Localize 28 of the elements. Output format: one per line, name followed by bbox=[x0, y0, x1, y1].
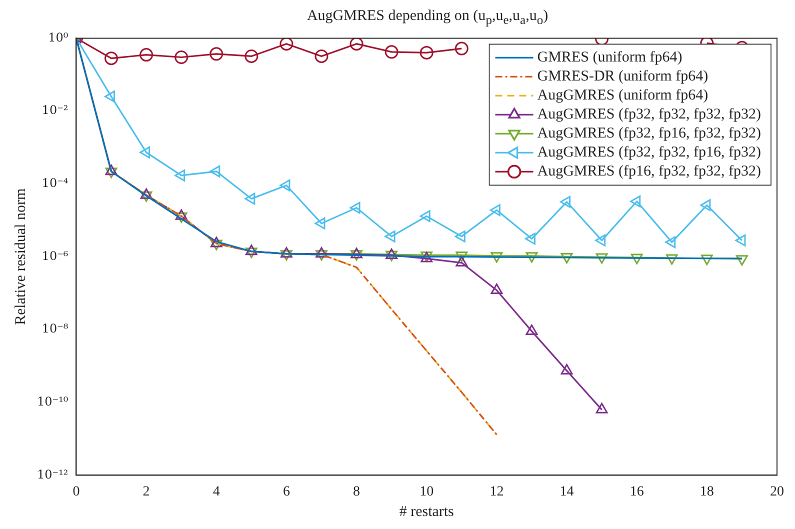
y-axis-title: Relative residual norm bbox=[12, 188, 29, 326]
y-tick-label: 10⁰ bbox=[48, 30, 68, 44]
legend-label: AugGMRES (uniform fp64) bbox=[537, 88, 708, 104]
legend-label: AugGMRES (fp16, fp32, fp32, fp32) bbox=[537, 164, 762, 180]
x-tick-label: 6 bbox=[282, 484, 290, 500]
x-tick-label: 20 bbox=[770, 484, 784, 500]
x-tick-label: 0 bbox=[72, 484, 80, 500]
legend-label: AugGMRES (fp32, fp16, fp32, fp32) bbox=[537, 126, 762, 142]
legend-label: AugGMRES (fp32, fp32, fp16, fp32) bbox=[537, 144, 762, 161]
y-tick-label: 10⁻⁸ bbox=[42, 322, 68, 336]
x-tick-label: 10 bbox=[420, 484, 434, 500]
legend-label: GMRES-DR (uniform fp64) bbox=[537, 68, 708, 85]
x-axis-title: # restarts bbox=[399, 504, 454, 520]
x-tick-label: 4 bbox=[212, 484, 220, 500]
chart-title: AugGMRES depending on (u$_{p}$,u$_{e}$,u$_{a}$,u$_{o}$) bbox=[306, 8, 548, 27]
x-tick-label: 14 bbox=[560, 484, 574, 500]
legend-label: AugGMRES (fp32, fp32, fp32, fp32) bbox=[537, 106, 762, 123]
legend-label: GMRES (uniform fp64) bbox=[537, 50, 682, 66]
y-tick-label: 10⁻¹² bbox=[36, 467, 68, 482]
x-tick-label: 2 bbox=[142, 484, 150, 500]
x-tick-label: 16 bbox=[630, 484, 644, 500]
x-tick-label: 12 bbox=[490, 484, 504, 500]
y-tick-label: 10⁻⁶ bbox=[42, 248, 68, 263]
x-tick-label: 18 bbox=[700, 484, 714, 500]
x-tick-label: 8 bbox=[353, 484, 360, 500]
y-tick-label: 10⁻² bbox=[42, 103, 68, 118]
y-tick-label: 10⁻¹⁰ bbox=[36, 394, 68, 408]
y-tick-label: 10⁻⁴ bbox=[42, 176, 68, 190]
